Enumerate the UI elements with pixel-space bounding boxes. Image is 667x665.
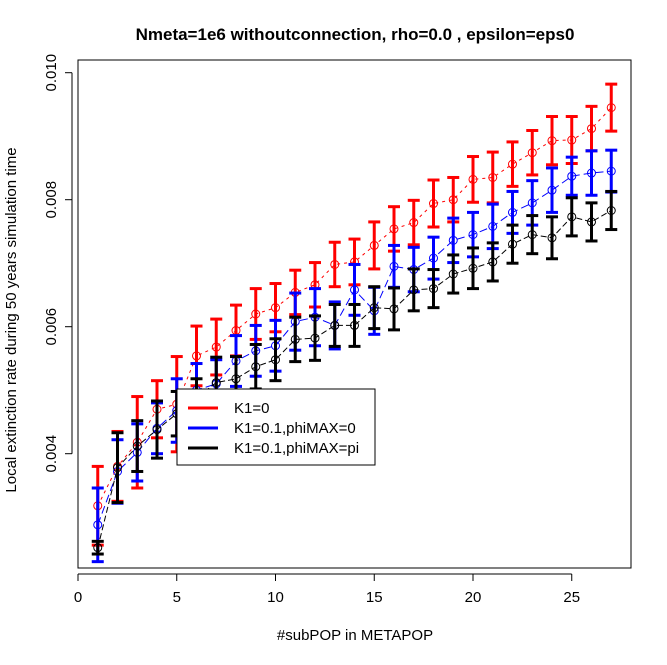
data-point: [547, 185, 557, 195]
y-tick-label: 0.006: [43, 308, 60, 346]
data-point: [350, 320, 359, 330]
data-point: [271, 355, 280, 365]
data-point: [567, 135, 577, 145]
data-point: [567, 171, 577, 181]
data-point: [606, 103, 616, 113]
data-point: [508, 207, 517, 217]
x-tick-label: 15: [366, 589, 383, 606]
data-point: [231, 374, 241, 384]
data-marks: [91, 82, 618, 564]
data-point: [468, 174, 478, 184]
x-axis-title: #subPOP in METAPOP: [277, 627, 433, 644]
data-point: [409, 218, 419, 228]
data-point: [606, 166, 616, 176]
data-point: [290, 334, 300, 344]
data-point: [468, 230, 478, 240]
y-tick-label: 0.008: [43, 181, 60, 219]
data-point: [587, 168, 596, 178]
data-point: [310, 333, 320, 343]
data-point: [527, 198, 537, 208]
data-point: [389, 261, 399, 271]
data-point: [547, 233, 557, 243]
x-tick-label: 10: [267, 589, 284, 606]
y-tick-label: 0.004: [43, 435, 60, 473]
data-point: [251, 309, 261, 319]
legend: K1=0 K1=0.1,phiMAX=0 K1=0.1,phiMAX=pi: [176, 388, 376, 466]
data-point: [508, 159, 517, 169]
data-point: [152, 425, 162, 435]
data-point: [429, 199, 438, 209]
data-point: [488, 221, 498, 231]
y-axis-title: Local extinction rate during 50 years si…: [3, 147, 20, 492]
data-point: [527, 148, 537, 158]
data-point: [330, 320, 340, 330]
data-point: [192, 351, 201, 361]
data-point: [488, 172, 498, 182]
series-line: [97, 107, 612, 507]
data-point: [508, 239, 517, 249]
data-point: [132, 441, 142, 451]
data-point: [251, 362, 261, 372]
series-group: [91, 148, 618, 564]
data-point: [488, 257, 498, 267]
data-point: [389, 224, 399, 234]
x-tick-label: 5: [173, 589, 181, 606]
data-point: [330, 259, 340, 269]
data-point: [429, 284, 438, 294]
data-point: [468, 263, 478, 273]
data-point: [547, 136, 557, 146]
data-point: [448, 235, 458, 245]
x-tick-label: 20: [465, 589, 482, 606]
data-point: [389, 304, 399, 314]
y-tick-label: 0.010: [43, 54, 60, 92]
data-point: [409, 285, 419, 295]
data-point: [93, 520, 103, 530]
data-point: [211, 378, 221, 388]
plot-frame: [77, 59, 632, 569]
data-point: [606, 205, 616, 215]
data-point: [587, 124, 596, 134]
axes: 0 5 10 15 20 25 0.004 0.006 0.008 0.010: [43, 54, 580, 606]
data-point: [350, 285, 359, 295]
legend-label: K1=0: [234, 400, 269, 417]
data-point: [527, 230, 537, 240]
data-point: [211, 342, 221, 352]
legend-label: K1=0.1,phiMAX=0: [234, 420, 356, 437]
data-point: [369, 240, 379, 250]
data-point: [271, 303, 280, 313]
x-tick-label: 25: [563, 589, 580, 606]
data-point: [369, 303, 379, 313]
data-point: [567, 212, 577, 222]
data-point: [448, 269, 458, 279]
data-point: [93, 543, 103, 553]
legend-label: K1=0.1,phiMAX=pi: [234, 440, 359, 457]
chart-title: Nmeta=1e6 withoutconnection, rho=0.0 , e…: [136, 25, 575, 44]
data-point: [587, 217, 596, 227]
data-point: [448, 195, 458, 205]
data-point: [429, 253, 438, 263]
x-tick-label: 0: [74, 589, 82, 606]
data-point: [113, 463, 122, 473]
